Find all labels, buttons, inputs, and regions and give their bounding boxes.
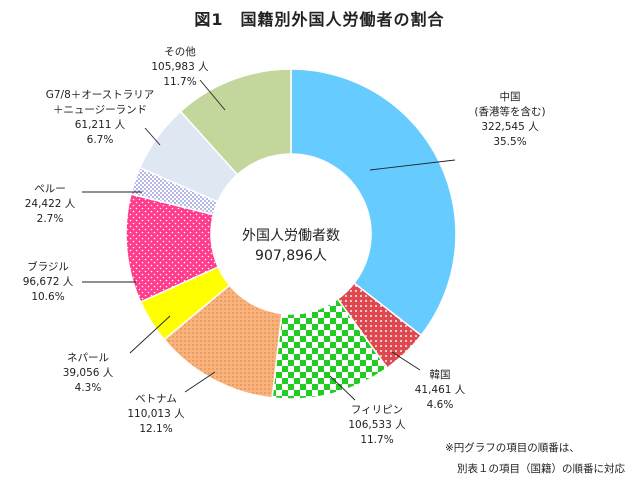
chart-title: 図1 国籍別外国人労働者の割合 [194,10,445,29]
slice-label-7-name2: ＋ニュージーランド [53,104,147,116]
slice-label-8-name: その他 [164,45,196,58]
slice-label-8-value-label: 105,983 人 [151,61,209,73]
slice-label-7-value-label: 61,211 人 [75,119,126,131]
slice-label-4-name: ネパール [67,352,109,364]
slice-label-2-pct-label: 11.7% [360,434,393,446]
slice-label-5-value-label: 96,672 人 [23,276,74,288]
slice-label-6-pct-label: 2.7% [37,213,64,225]
slice-label-4-value-label: 39,056 人 [63,367,114,379]
slice-label-8-pct-label: 11.7% [163,76,196,88]
slice-label-4-pct-label: 4.3% [75,382,102,394]
slice-label-0-name2: (香港等を含む) [474,105,545,118]
slice-label-0-name: 中国 [500,90,521,103]
leader-line-1 [391,351,421,371]
slice-label-0-value-label: 322,545 人 [481,121,539,133]
leader-line-7 [144,127,161,146]
slice-label-6-value-label: 24,422 人 [25,198,76,210]
slice-label-5-name: ブラジル [27,260,69,273]
slice-label-1-name: 韓国 [430,369,451,381]
slice-label-3-pct-label: 12.1% [139,423,172,435]
leader-line-3 [184,371,216,393]
chart-note-1: ※円グラフの項目の順番は、 [445,442,580,454]
slice-0 [290,68,457,337]
center-label-title: 外国人労働者数 [242,228,340,244]
slice-label-7-name: G7/8＋オーストラリア [46,89,155,101]
slice-label-0-pct-label: 35.5% [493,136,526,148]
center-label-total: 907,896人 [255,248,327,264]
slices-layer [125,68,457,400]
leader-line-2 [329,375,356,401]
slice-label-5-pct-label: 10.6% [31,291,64,303]
slice-label-6-name: ペルー [34,183,66,195]
leader-lines [82,79,456,401]
slice-label-1-pct-label: 4.6% [427,399,454,411]
slice-label-1-value-label: 41,461 人 [415,384,466,396]
slice-label-3-value-label: 110,013 人 [127,408,185,420]
slice-label-3-name: ベトナム [135,393,177,405]
leader-line-8 [199,79,226,111]
leader-line-4 [129,315,171,354]
slice-labels: 中国 (香港等を含む) 322,545 人 35.5% 韓国 41,461 人 4.6% フィ… [23,45,546,446]
leader-line-0 [369,159,456,171]
slice-label-7-pct-label: 6.7% [87,134,114,146]
slice-label-2-value-label: 106,533 人 [348,419,406,431]
chart-note-2: 別表１の項目（国籍）の順番に対応 [457,463,625,475]
slice-label-2-name: フィリピン [351,404,403,416]
slice-8 [179,68,292,176]
